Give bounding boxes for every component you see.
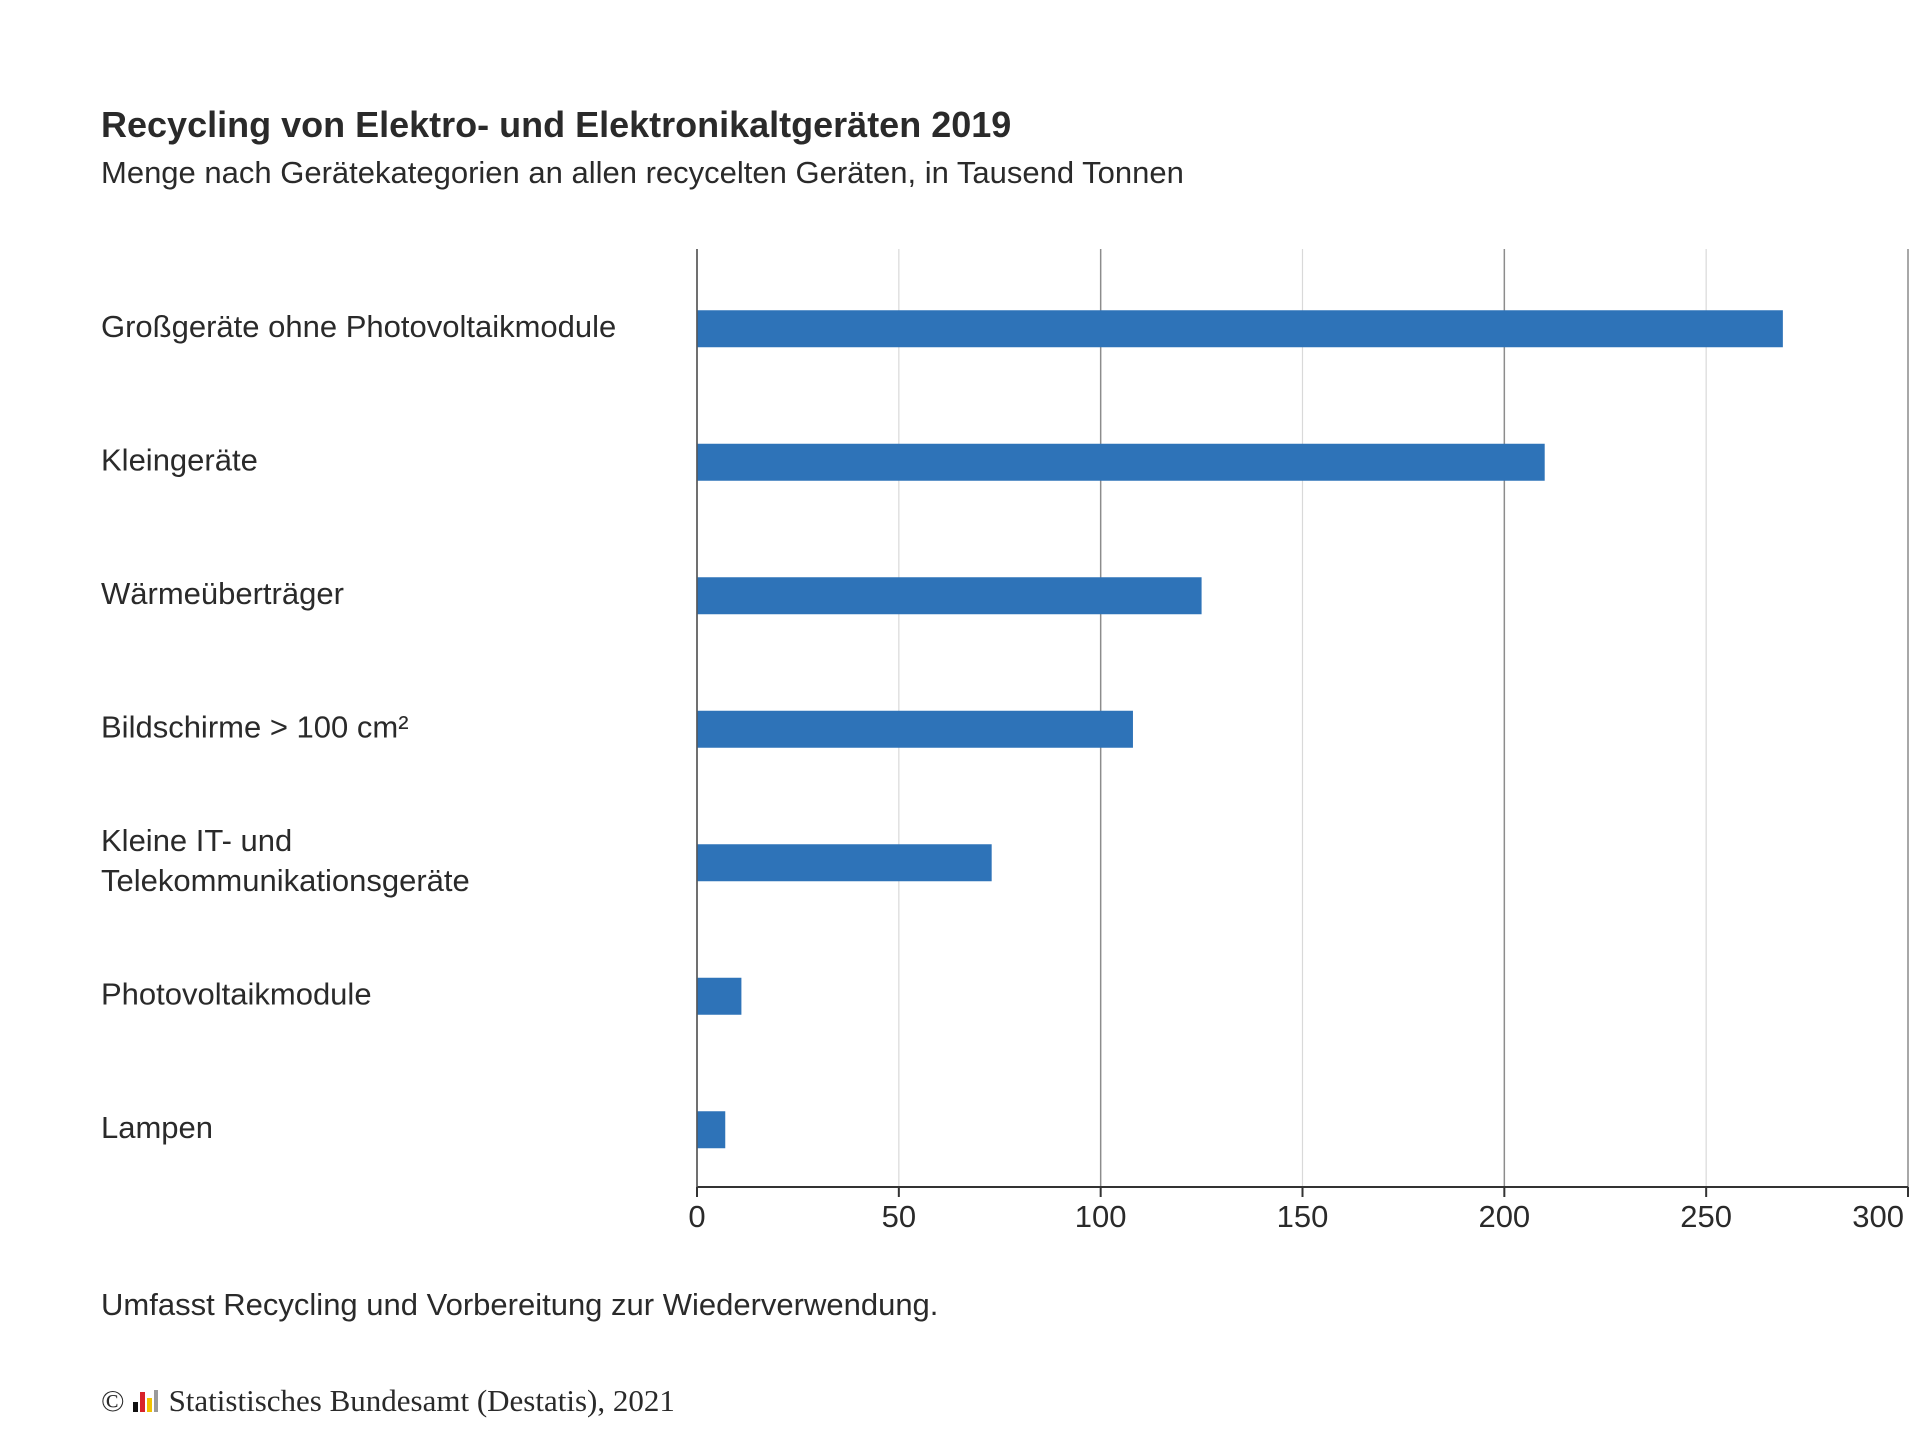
x-axis: 0 50 100 150 200 250 300 [688, 249, 1909, 1234]
copyright-symbol: © [101, 1383, 125, 1418]
bar [697, 443, 1545, 481]
bar [697, 844, 992, 882]
chart-subtitle: Menge nach Gerätekategorien an allen rec… [101, 155, 1184, 190]
source-text: Statistisches Bundesamt (Destatis), 2021 [168, 1383, 675, 1418]
x-tick-label: 100 [1075, 1199, 1127, 1234]
bar [697, 710, 1133, 748]
category-label: Photovoltaikmodule [101, 976, 372, 1011]
x-tick-label: 50 [882, 1199, 916, 1234]
bar [697, 310, 1783, 348]
category-label: Lampen [101, 1110, 213, 1145]
bar [697, 1111, 726, 1149]
category-label-layer: Großgeräte ohne Photovoltaikmodule Kleing… [101, 309, 616, 1145]
source-line: © Statistisches Bundesamt (Destatis), 20… [101, 1383, 675, 1419]
bar-layer [697, 310, 1783, 1149]
x-tick-label: 300 [1852, 1199, 1904, 1234]
chart-title: Recycling von Elektro- und Elektronikalt… [101, 104, 1012, 145]
category-label: Kleine IT- und Telekommunikationsgeräte [101, 823, 470, 898]
category-label: Wärmeüberträger [101, 576, 344, 611]
x-tick-label: 250 [1680, 1199, 1732, 1234]
bar [697, 577, 1202, 615]
x-tick-label: 200 [1478, 1199, 1530, 1234]
chart-footnote: Umfasst Recycling und Vorbereitung zur W… [101, 1287, 939, 1322]
bar [697, 977, 742, 1015]
category-label: Großgeräte ohne Photovoltaikmodule [101, 309, 616, 344]
x-tick-label: 150 [1277, 1199, 1329, 1234]
x-tick-label: 0 [688, 1199, 705, 1234]
destatis-logo-icon [132, 1390, 158, 1412]
category-label: Bildschirme > 100 cm² [101, 709, 409, 744]
category-label: Kleingeräte [101, 442, 258, 477]
